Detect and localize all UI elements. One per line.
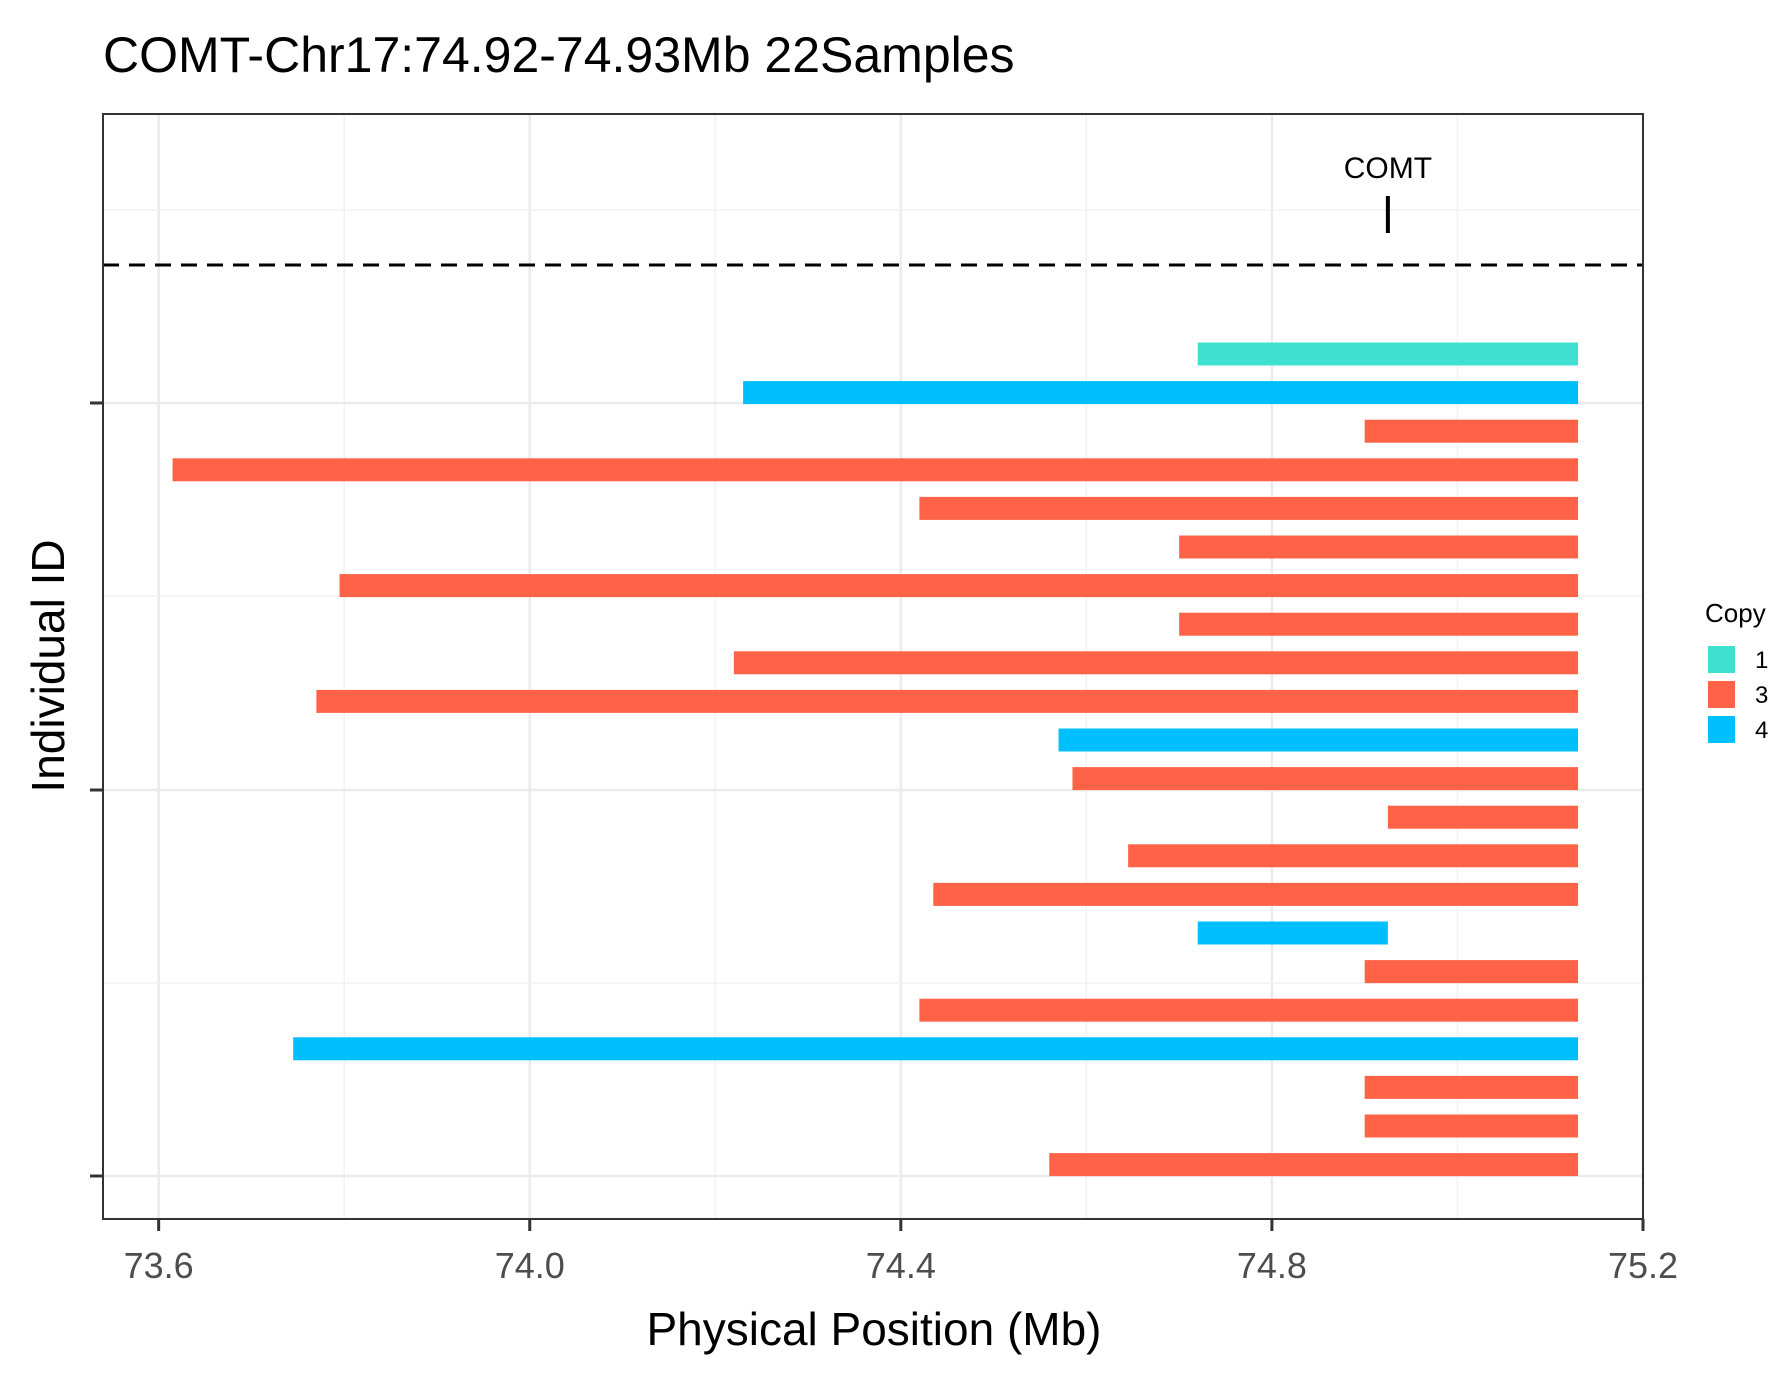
legend-key [1708,681,1735,708]
segment-bar [1072,767,1579,791]
x-axis-ticks: 73.6 74.0 74.4 74.8 75.2 [124,1219,1678,1286]
x-tick-label: 74.8 [1237,1245,1307,1286]
segment-bar [1364,960,1579,984]
segment-bar [1364,1114,1579,1138]
x-axis-label: Physical Position (Mb) [646,1303,1101,1355]
segment-bar [933,882,1579,906]
legend-title: Copy [1705,598,1766,628]
x-tick-label: 74.4 [866,1245,936,1286]
segment-bar [743,381,1579,405]
segment-bar [733,651,1579,675]
chart-title: COMT-Chr17:74.92-74.93Mb 22Samples [103,27,1015,83]
gene-marker: COMT [1344,152,1432,233]
segment-bar [1179,612,1579,636]
segment-bar [919,998,1579,1022]
segment-bar [1387,805,1579,829]
segment-bar [1049,1153,1579,1177]
segment-bar [339,574,1579,598]
segment-bar [293,1037,1579,1061]
legend-label: 3 [1755,682,1768,709]
segment-bar [1197,921,1388,945]
segment-bar [1128,844,1579,868]
gene-label: COMT [1344,152,1432,185]
x-tick-label: 75.2 [1608,1245,1678,1286]
y-axis-ticks [90,401,103,1178]
y-axis-label: Individual ID [22,539,74,792]
legend-key [1708,646,1735,673]
plot-border [102,113,1644,1220]
segment-bar [919,496,1579,520]
segment-bar [1364,1075,1579,1099]
legend: Copy 1 3 4 [1705,598,1768,744]
segment-bar [1364,419,1579,443]
legend-label: 4 [1755,717,1768,744]
segment-bar [172,458,1579,482]
bars [172,342,1579,1177]
segment-bar [1058,728,1579,752]
x-tick-label: 74.0 [495,1245,565,1286]
legend-label: 1 [1755,647,1768,674]
x-tick-label: 73.6 [124,1245,194,1286]
legend-key [1708,716,1735,743]
segment-bar [1179,535,1579,559]
segment-bar [316,689,1579,713]
segment-bar [1197,342,1579,366]
